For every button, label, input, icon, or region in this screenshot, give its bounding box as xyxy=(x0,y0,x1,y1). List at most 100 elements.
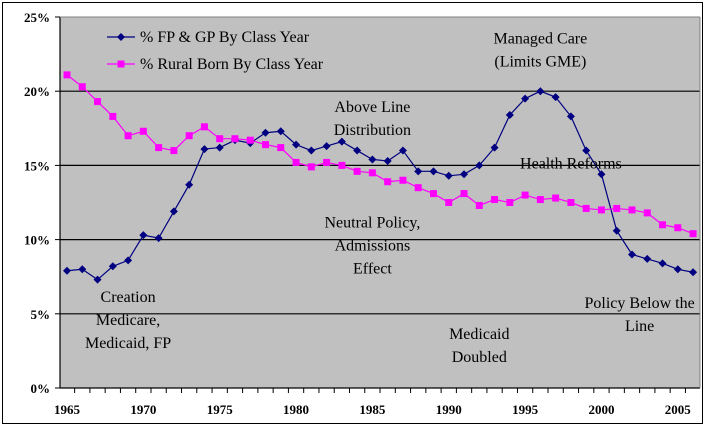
data-point-square xyxy=(628,206,636,214)
plot-area xyxy=(60,17,700,388)
legend-label: % FP & GP By Class Year xyxy=(140,29,310,46)
data-point-diamond xyxy=(124,256,133,265)
data-point-diamond xyxy=(200,145,209,154)
x-tick-label: 2005 xyxy=(665,402,692,417)
data-point-square xyxy=(659,221,667,229)
annotation-line: Admissions xyxy=(335,238,411,255)
gridlines xyxy=(55,16,700,389)
axes xyxy=(59,16,701,393)
x-tick-label: 2000 xyxy=(588,402,614,417)
x-tick-label: 1980 xyxy=(283,402,309,417)
series-line xyxy=(66,90,694,281)
data-point-square xyxy=(506,199,514,206)
y-tick-label: 0% xyxy=(31,381,51,396)
data-point-diamond xyxy=(612,226,621,235)
data-point-square xyxy=(307,163,315,171)
data-point-square xyxy=(414,184,422,192)
data-point-square xyxy=(323,158,331,166)
data-point-square xyxy=(582,204,590,212)
data-point-square xyxy=(674,224,682,232)
annotation: Creation Medicare, Medicaid, FP xyxy=(85,289,171,352)
data-point-diamond xyxy=(597,170,606,179)
data-point-square xyxy=(552,194,560,202)
annotation-line: Medicaid, FP xyxy=(85,335,171,352)
annotation-line: (Limits GME) xyxy=(494,54,586,71)
data-point-square xyxy=(170,147,178,155)
data-point-diamond xyxy=(689,268,698,277)
data-point-diamond xyxy=(93,275,102,284)
data-point-square xyxy=(94,98,102,106)
data-point-diamond xyxy=(429,167,438,176)
data-point-diamond xyxy=(139,231,148,240)
data-point-square xyxy=(491,196,499,204)
data-point-diamond xyxy=(444,171,453,180)
x-tick-label: 1970 xyxy=(130,402,156,417)
annotation-line: Distribution xyxy=(334,122,411,139)
data-point-diamond xyxy=(154,234,163,243)
data-point-square xyxy=(78,83,86,91)
data-point-diamond xyxy=(566,112,575,121)
data-point-diamond xyxy=(78,265,87,274)
data-point-square xyxy=(567,199,575,206)
data-point-diamond xyxy=(215,143,224,152)
data-point-diamond xyxy=(490,143,499,152)
data-point-square xyxy=(277,144,285,152)
data-point-diamond xyxy=(521,94,530,103)
x-axis-tick-labels: 1965 1970 1975 1980 1985 1990 1995 2000 2005 xyxy=(54,402,691,417)
data-point-square xyxy=(429,190,437,198)
data-point-diamond xyxy=(63,266,71,275)
data-point-diamond xyxy=(108,262,117,271)
data-point-diamond xyxy=(536,87,545,96)
data-point-diamond xyxy=(643,254,652,263)
annotation: Neutral Policy, Admissions Effect xyxy=(324,215,420,278)
data-point-square xyxy=(200,123,208,131)
data-point-diamond xyxy=(398,146,407,155)
legend-marker-square xyxy=(117,60,125,68)
data-point-square xyxy=(399,176,407,184)
data-point-square xyxy=(155,144,163,152)
data-point-square xyxy=(521,191,529,199)
data-point-diamond xyxy=(185,180,194,189)
data-point-square xyxy=(109,112,117,120)
annotation-line: Doubled xyxy=(452,349,507,366)
data-point-diamond xyxy=(673,265,682,274)
data-point-diamond xyxy=(627,250,636,259)
annotation-line: Health Reforms xyxy=(520,155,622,172)
data-point-diamond xyxy=(475,161,484,170)
data-point-diamond xyxy=(169,207,178,216)
data-point-square xyxy=(292,158,300,166)
data-point-diamond xyxy=(658,259,667,268)
data-point-square xyxy=(460,190,468,198)
x-tick-label: 1985 xyxy=(359,402,386,417)
legend-item: % FP & GP By Class Year xyxy=(107,29,310,46)
data-point-square xyxy=(384,178,392,186)
data-point-square xyxy=(613,204,621,212)
data-point-diamond xyxy=(276,127,285,136)
annotation-line: Above Line xyxy=(334,99,410,116)
data-point-square xyxy=(689,230,697,238)
y-tick-label: 25% xyxy=(24,10,50,25)
data-point-square xyxy=(475,201,483,209)
annotation: Medicaid Doubled xyxy=(449,326,509,366)
legend-item: % Rural Born By Class Year xyxy=(107,56,324,73)
data-point-diamond xyxy=(353,146,362,155)
x-tick-label: 1995 xyxy=(512,402,539,417)
data-point-square xyxy=(216,135,224,143)
legend-marker-diamond xyxy=(117,33,125,41)
data-point-square xyxy=(231,135,239,143)
annotation-line: Medicaid xyxy=(449,326,509,343)
y-axis-tick-labels: 0% 5% 10% 15% 20% 25% xyxy=(24,10,50,396)
data-point-square xyxy=(185,132,193,140)
data-point-square xyxy=(368,169,376,177)
legend-label: % Rural Born By Class Year xyxy=(140,56,324,73)
data-point-square xyxy=(445,199,453,206)
y-tick-label: 5% xyxy=(31,307,51,322)
annotation: Policy Below the Line xyxy=(585,295,695,335)
data-point-diamond xyxy=(582,146,591,155)
data-point-diamond xyxy=(368,155,377,164)
annotation-line: Effect xyxy=(353,261,392,278)
legend: % FP & GP By Class Year % Rural Born By C… xyxy=(107,29,324,73)
y-tick-label: 15% xyxy=(24,158,50,173)
data-point-diamond xyxy=(414,167,423,176)
